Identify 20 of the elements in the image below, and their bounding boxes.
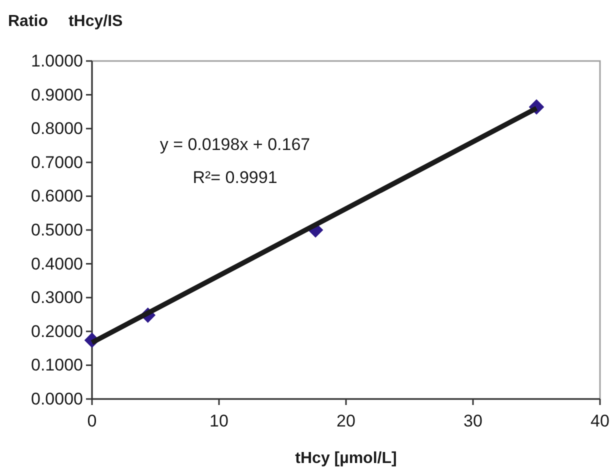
annotation: R²= 0.9991 xyxy=(192,168,278,187)
y-tick-label: 0.3000 xyxy=(31,288,83,308)
x-tick-label: 10 xyxy=(210,412,228,431)
y-tick-label: 0.6000 xyxy=(31,186,83,206)
x-tick-label: 20 xyxy=(336,412,356,431)
y-tick-label: 0.5000 xyxy=(31,220,83,240)
y-tick-label: 0.0000 xyxy=(31,389,83,408)
y-tick-label: 0.7000 xyxy=(31,152,83,172)
y-tick-label: 0.1000 xyxy=(31,356,83,375)
y-tick-label: 0.2000 xyxy=(31,322,83,341)
x-tick-label: 40 xyxy=(590,412,610,431)
annotation: y = 0.0198x + 0.167 xyxy=(160,135,310,154)
x-axis-title: tHcy [µmol/L] xyxy=(295,450,397,467)
y-tick-label: 1.0000 xyxy=(31,51,83,70)
y-tick-label: 0.8000 xyxy=(31,119,83,138)
x-tick-label: 0 xyxy=(87,412,97,431)
y-tick-label: 0.9000 xyxy=(31,85,83,104)
y-tick-label: 0.4000 xyxy=(31,254,83,274)
x-tick-label: 30 xyxy=(464,412,482,431)
y-axis-title: Ratio tHcy/IS xyxy=(8,13,124,30)
